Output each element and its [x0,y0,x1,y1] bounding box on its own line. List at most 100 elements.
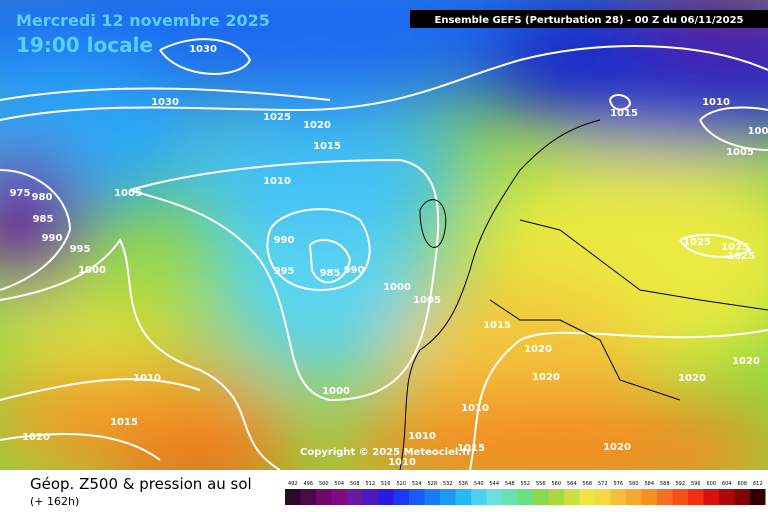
scale-label: 564 [567,481,577,487]
isobar-label: 1015 [483,320,511,331]
isobar-label: 1025 [727,251,755,262]
scale-swatch [316,489,332,505]
isobar-label: 1030 [189,44,217,55]
isobar-label: 1000 [78,265,106,276]
scale-swatch [564,489,580,505]
isobar-label: 1015 [610,108,638,119]
scale-label: 572 [598,481,608,487]
scale-swatch [486,489,502,505]
scale-label: 612 [753,481,763,487]
isobar-label: 990 [42,233,63,244]
scale-swatch [688,489,704,505]
scale-swatch [672,489,688,505]
isobar-label: 1000 [383,282,411,293]
scale-label: 532 [443,481,453,487]
isobar-label: 980 [32,192,53,203]
isobar-label: 1010 [133,373,161,384]
isobar-label: 1010 [388,457,416,468]
isobar-label: 985 [33,214,54,225]
scale-label: 504 [334,481,344,487]
scale-label: 536 [458,481,468,487]
scale-label: 560 [551,481,561,487]
scale-label: 492 [288,481,298,487]
scale-swatch [641,489,657,505]
scale-label: 528 [427,481,437,487]
scale-swatch [548,489,564,505]
isobar-label: 1025 [683,237,711,248]
lead-time: (+ 162h) [30,495,79,508]
scale-label: 524 [412,481,422,487]
scale-swatch [455,489,471,505]
isobar-label: 995 [274,266,295,277]
isobar-label: 1020 [22,432,50,443]
isobar-label: 1025 [263,112,291,123]
scale-swatch [502,489,518,505]
isobar-label: 1030 [151,97,179,108]
scale-swatch [347,489,363,505]
scale-swatch [734,489,750,505]
isobar-label: 1010 [702,97,730,108]
isobar-label: 1020 [532,372,560,383]
isobar-label: 990 [344,265,365,276]
isobar-label: 1020 [678,373,706,384]
scale-label: 604 [722,481,732,487]
scale-label: 540 [474,481,484,487]
scale-label: 556 [536,481,546,487]
isobar-label: 1020 [603,442,631,453]
isobar-label: 1005 [413,295,441,306]
header-bar [410,10,768,28]
isobars [0,38,768,470]
isobar-label: 1015 [110,417,138,428]
scale-label: 596 [691,481,701,487]
forecast-time: 19:00 locale [16,33,153,57]
isobar-label: 990 [274,235,295,246]
scale-label: 584 [644,481,654,487]
scale-label: 568 [582,481,592,487]
scale-label: 520 [396,481,406,487]
scale-swatch [657,489,673,505]
scale-label: 548 [505,481,515,487]
scale-label: 576 [613,481,623,487]
scale-swatch [393,489,409,505]
scale-swatch [285,489,301,505]
scale-label: 512 [365,481,375,487]
scale-swatch [440,489,456,505]
scale-swatch [610,489,626,505]
scale-label: 508 [350,481,360,487]
scale-swatch [362,489,378,505]
isobar-label: 995 [70,244,91,255]
scale-swatch [626,489,642,505]
isobar-label: 1010 [408,431,436,442]
isobar-label: 1020 [524,344,552,355]
scale-label: 580 [629,481,639,487]
scale-swatch [409,489,425,505]
scale-label: 588 [660,481,670,487]
scale-label: 552 [520,481,530,487]
scale-swatch [595,489,611,505]
isobar-label: 1005 [726,147,754,158]
scale-swatch [378,489,394,505]
copyright: Copyright © 2025 Meteociel.fr [300,447,471,458]
isobar-label: 1020 [303,120,331,131]
isobar-label: 1015 [313,141,341,152]
scale-label: 608 [737,481,747,487]
legend-title: Géop. Z500 & pression au sol [30,475,252,493]
isobar-label: 100 [748,126,768,137]
color-scale: 492 496 500 504 508 512 516 520 524 528 532 536 540 5… [285,481,766,505]
model-run: Ensemble GEFS (Perturbation 28) - 00 Z d… [435,15,744,26]
scale-swatch [750,489,766,505]
isobar-label: 1025 [721,242,749,253]
isobar-label: 985 [320,268,341,279]
isobar-label: 1010 [461,403,489,414]
scale-label: 600 [706,481,716,487]
scale-label: 592 [675,481,685,487]
scale-swatch [719,489,735,505]
scale-swatch [703,489,719,505]
isobar-label: 1020 [732,356,760,367]
isobar-label: 1005 [114,188,142,199]
scale-label: 496 [303,481,313,487]
isobar-label: 1000 [322,386,350,397]
